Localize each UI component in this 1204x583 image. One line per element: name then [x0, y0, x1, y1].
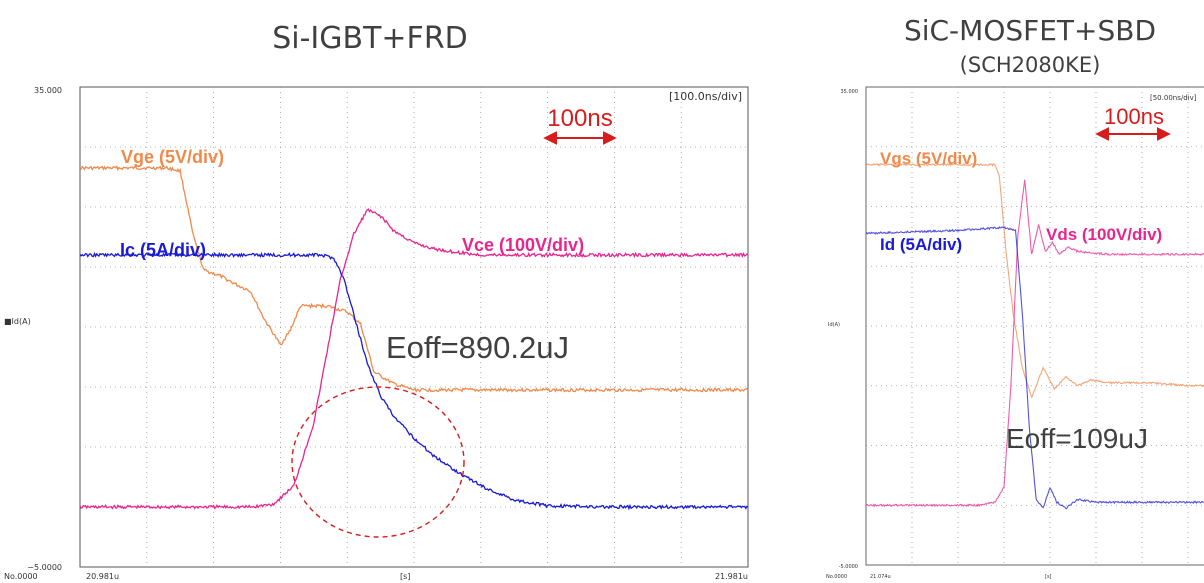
left-x-start-label: 20.981u — [86, 572, 119, 581]
right-y-bottom-label: -5.0000 — [839, 564, 858, 570]
right-eoff-label: Eoff=109uJ — [1006, 423, 1148, 454]
left-y-bottom-label: −5.0000 — [27, 563, 62, 572]
right-timebase-label: [50.00ns/div] — [1150, 94, 1197, 102]
left-series-line-gate — [79, 165, 749, 393]
left-series-label-gate: Vge (5V/div) — [121, 147, 224, 167]
right-series-label-current: Id (5A/div) — [880, 235, 962, 254]
left-series-line-current — [79, 251, 749, 511]
right-series-line-voltage — [865, 179, 1204, 508]
left-y-top-label: 35.000 — [34, 86, 62, 95]
right-series-group — [865, 162, 1204, 510]
right-chart: SiC-MOSFET+SBD (SCH2080KE) 35.000 -5.000… — [826, 14, 1204, 580]
left-scale-marker-label: 100ns — [547, 105, 612, 132]
left-chart: Si-IGBT+FRD 35.000 −5.0000 ■Id(A) No.000… — [4, 21, 749, 581]
left-chart-title: Si-IGBT+FRD — [272, 21, 468, 56]
right-series-label-gate: Vgs (5V/div) — [880, 149, 977, 168]
right-x-start-label: 21.074u — [870, 574, 891, 580]
right-sample-label: No.0000 — [826, 574, 847, 580]
right-grid — [866, 87, 1204, 565]
left-highlight-ellipse — [291, 386, 465, 538]
left-series-line-voltage — [79, 208, 749, 510]
right-series-label-voltage: Vds (100V/div) — [1046, 225, 1162, 244]
right-series-line-current — [865, 226, 1204, 510]
left-series-label-voltage: Vce (100V/div) — [462, 235, 584, 255]
left-eoff-label: Eoff=890.2uJ — [386, 330, 569, 365]
left-series-group — [79, 165, 749, 511]
right-x-unit-label: [s] — [1045, 574, 1052, 580]
left-timebase-label: [100.0ns/div] — [669, 90, 742, 103]
left-x-unit-label: [s] — [400, 572, 410, 581]
right-series-line-gate — [865, 162, 1204, 399]
left-series-label-current: Ic (5A/div) — [120, 240, 206, 260]
right-chart-subtitle: (SCH2080KE) — [960, 53, 1101, 77]
right-y-channel-label: Id(A) — [828, 322, 840, 328]
left-y-channel-label: ■Id(A) — [4, 317, 31, 326]
left-x-end-label: 21.981u — [715, 572, 748, 581]
left-sample-label: No.0000 — [4, 572, 38, 581]
right-chart-title: SiC-MOSFET+SBD — [904, 14, 1156, 47]
right-scale-marker-label: 100ns — [1104, 104, 1164, 129]
right-y-top-label: 35.000 — [841, 89, 859, 95]
